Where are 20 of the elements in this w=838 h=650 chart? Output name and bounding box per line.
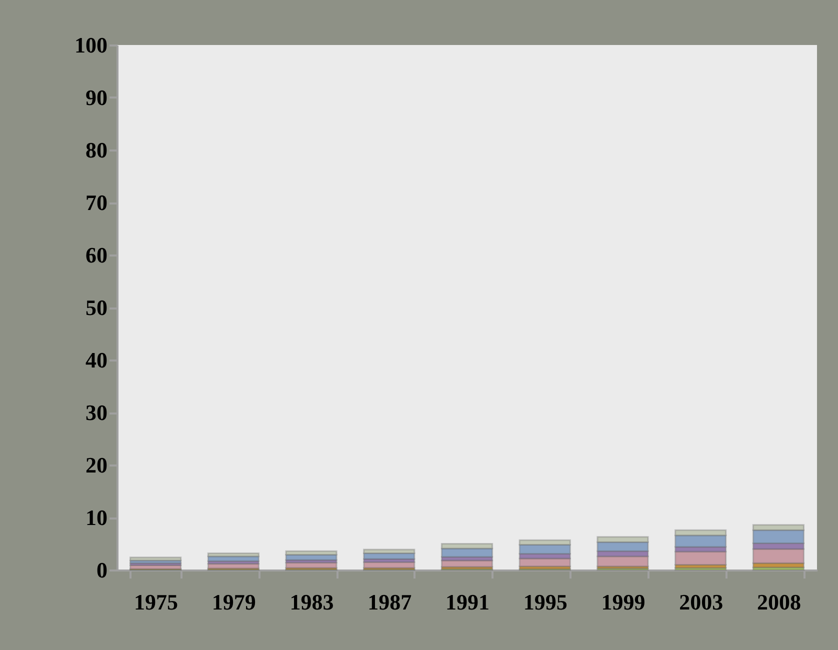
x-tick-label: 1987 xyxy=(368,590,412,614)
y-tick-label: 40 xyxy=(86,348,108,372)
y-tick-label: 100 xyxy=(74,32,108,58)
y-tick-label: 30 xyxy=(86,400,108,425)
y-tick-label: 90 xyxy=(86,85,108,110)
x-tick-label: 1975 xyxy=(134,590,178,614)
x-tick-label: 2003 xyxy=(679,590,724,614)
x-tick-label: 1991 xyxy=(446,590,490,614)
y-tick-label: 50 xyxy=(86,295,108,320)
y-tick-label: 10 xyxy=(86,505,108,530)
y-tick-label: 80 xyxy=(86,138,108,162)
y-tick-label: 70 xyxy=(86,190,108,215)
x-tick-label: 1995 xyxy=(523,590,568,614)
x-tick-label: 1983 xyxy=(290,590,334,614)
y-tick-label: 60 xyxy=(86,242,108,268)
x-tick-label: 1999 xyxy=(601,590,646,614)
y-tick-label: 20 xyxy=(86,452,108,478)
y-tick-label: 0 xyxy=(96,558,108,582)
x-tick-label: 1979 xyxy=(212,590,256,614)
x-tick-label: 2008 xyxy=(756,590,801,614)
